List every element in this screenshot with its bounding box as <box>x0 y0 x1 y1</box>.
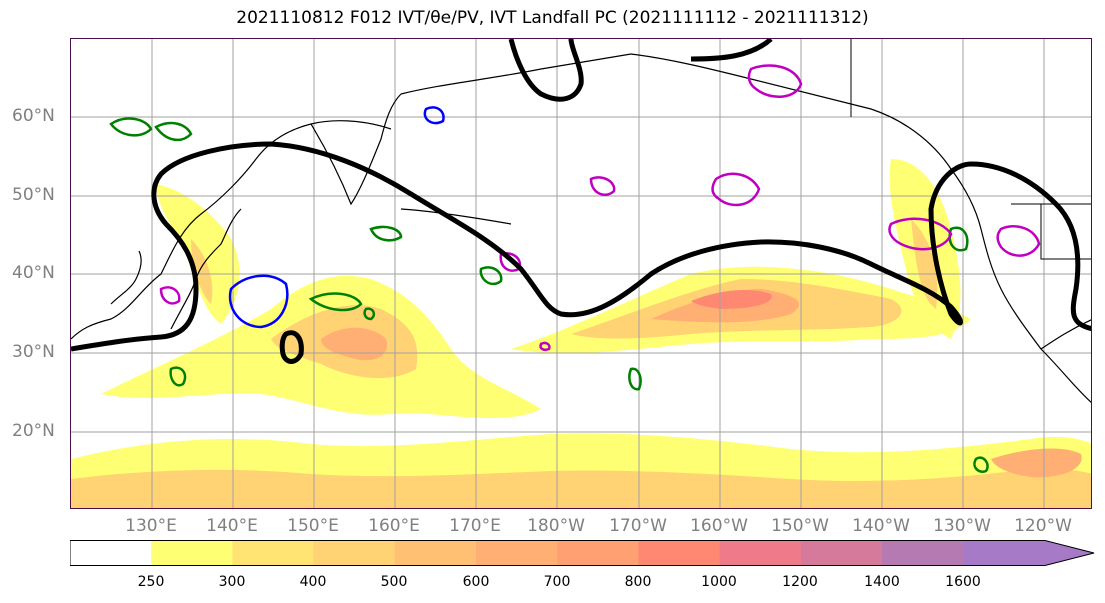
colorbar-tick: 250 <box>137 574 165 590</box>
colorbar-swatch <box>151 540 233 566</box>
lon-label: 150°W <box>771 516 829 536</box>
lon-label: 140°E <box>206 516 258 536</box>
coast-kamchatka <box>310 93 402 206</box>
lon-label: 170°E <box>449 516 501 536</box>
borders <box>850 39 1091 260</box>
coast-korea <box>110 250 142 305</box>
lat-label: 40°N <box>12 263 55 283</box>
colorbar-tick: 300 <box>218 574 246 590</box>
theta-e-contours <box>109 117 989 473</box>
ivt-band-tropics-3 <box>991 448 1082 478</box>
colorbar <box>69 540 1095 566</box>
lon-label: 120°W <box>1014 516 1072 536</box>
lon-label: 130°W <box>933 516 991 536</box>
ivt-plume-west-3 <box>321 327 387 361</box>
colorbar-swatch <box>638 540 721 566</box>
lon-label: 160°E <box>368 516 420 536</box>
colorbar-swatch <box>70 540 152 566</box>
lon-label: 170°W <box>609 516 667 536</box>
pc-contour <box>71 39 1091 364</box>
ivt-plume-ne-2 <box>911 219 938 309</box>
lon-label: 150°E <box>287 516 339 536</box>
ivt-shading <box>71 159 1091 508</box>
colorbar-swatch <box>557 540 639 566</box>
lon-label: 160°W <box>690 516 748 536</box>
map-panel <box>70 38 1092 509</box>
colorbar-swatch <box>232 540 315 566</box>
lat-label: 30°N <box>12 342 55 362</box>
graticule <box>71 39 1091 508</box>
pv-negative-contours <box>228 106 445 329</box>
colorbar-tick: 1200 <box>782 574 818 590</box>
coast-siberia <box>400 53 632 95</box>
lon-label: 130°E <box>125 516 177 536</box>
colorbar-tick: 600 <box>462 574 490 590</box>
colorbar-swatch <box>394 540 477 566</box>
colorbar-tick: 1600 <box>945 574 981 590</box>
lat-label: 50°N <box>12 185 55 205</box>
colorbar-swatch <box>476 540 558 566</box>
colorbar-tick: 1000 <box>701 574 737 590</box>
colorbar-swatch <box>963 540 1094 566</box>
coast-japan <box>170 208 242 330</box>
lon-label: 140°W <box>852 516 910 536</box>
colorbar-svg <box>69 540 1095 566</box>
colorbar-tick: 400 <box>299 574 327 590</box>
colorbar-swatch <box>800 540 883 566</box>
map-title: 2021110812 F012 IVT/θe/PV, IVT Landfall … <box>236 8 869 28</box>
coast-alaska <box>630 53 982 230</box>
colorbar-swatch <box>882 540 964 566</box>
colorbar-tick: 500 <box>380 574 408 590</box>
coastlines <box>71 53 1091 403</box>
ivt-band-tropics-2 <box>71 468 1091 508</box>
lat-label: 60°N <box>12 106 55 126</box>
ivt-band-japan-2 <box>191 239 213 304</box>
lon-label: 180°W <box>527 516 585 536</box>
colorbar-tick: 1400 <box>864 574 900 590</box>
ivt-ar-central-4 <box>691 289 772 309</box>
coast-mexico <box>1040 319 1091 350</box>
colorbar-swatches <box>70 540 1094 566</box>
colorbar-tick: 700 <box>543 574 571 590</box>
coast-bc-us <box>980 228 1091 403</box>
coast-aleutians <box>400 208 512 225</box>
lat-label: 20°N <box>12 421 55 441</box>
colorbar-swatch <box>313 540 396 566</box>
map-svg <box>71 39 1091 508</box>
colorbar-tick: 800 <box>624 574 652 590</box>
colorbar-swatch <box>719 540 802 566</box>
